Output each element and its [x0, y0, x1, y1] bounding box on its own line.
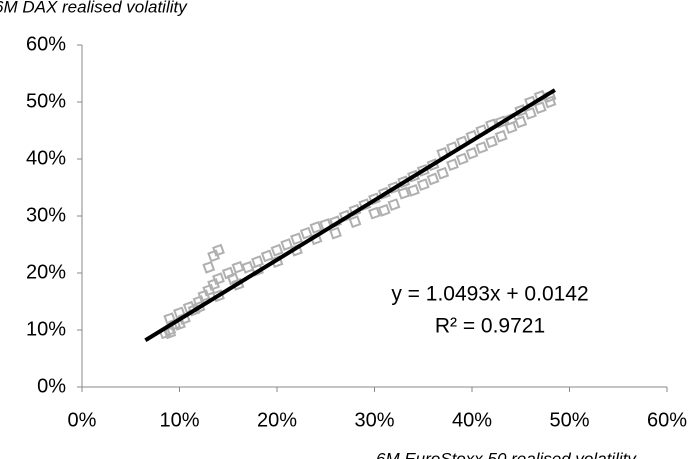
scatter-point: [514, 115, 528, 129]
scatter-point: [475, 141, 489, 155]
scatter-point: [163, 326, 177, 340]
scatter-point: [426, 172, 440, 186]
y-tick-label: 10%: [26, 318, 66, 340]
scatter-point: [348, 215, 362, 229]
chart-title: 6M DAX realised volatility: [0, 0, 188, 16]
y-tick-label: 50%: [26, 90, 66, 112]
scatter-point: [485, 135, 498, 149]
equation: y = 1.0493x + 0.0142: [391, 283, 588, 306]
x-tick-label: 40%: [452, 409, 492, 431]
scatter-point: [329, 226, 342, 240]
x-tick-label: 0%: [68, 409, 97, 431]
scatter-point: [446, 158, 459, 172]
scatter-point: [202, 260, 216, 274]
scatter-point: [455, 152, 469, 166]
scatter-point: [241, 260, 255, 274]
scatter-point: [309, 220, 323, 234]
scatter-point: [543, 95, 557, 109]
y-tick-label: 30%: [26, 204, 66, 226]
scatter-point: [299, 226, 313, 240]
y-tick-label: 20%: [26, 261, 66, 283]
x-tick-label: 50%: [549, 409, 589, 431]
trendline: [144, 88, 556, 342]
scatter-point: [504, 121, 518, 135]
scatter-point: [397, 186, 411, 200]
y-tick-label: 60%: [26, 33, 66, 55]
scatter-point: [231, 260, 245, 274]
scatter-point: [290, 232, 303, 246]
scatter-point: [407, 183, 420, 197]
scatter-point: [524, 106, 537, 120]
y-tick-label: 40%: [26, 147, 66, 169]
scatter-point: [270, 243, 284, 257]
scatter-point: [436, 166, 450, 180]
scatter-point: [368, 206, 381, 220]
scatter-point: [494, 129, 508, 143]
scatter-point: [377, 203, 391, 217]
y-tick-label: 0%: [37, 375, 66, 397]
scatter-point: [387, 198, 401, 212]
scatter-point: [533, 101, 547, 115]
scatter-point: [260, 249, 274, 263]
scatter-point: [212, 272, 225, 286]
scatter-point: [416, 178, 430, 192]
r-squared: R² = 0.9721: [435, 315, 545, 338]
scatter-point: [212, 243, 225, 257]
x-tick-label: 30%: [354, 409, 394, 431]
scatter-point: [280, 238, 294, 251]
x-tick-label: 60%: [647, 409, 687, 431]
scatter-point: [465, 146, 479, 160]
x-axis-title: 6M EuroStoxx 50 realised volatility: [376, 449, 637, 459]
x-tick-label: 10%: [159, 409, 199, 431]
x-tick-label: 20%: [257, 409, 297, 431]
